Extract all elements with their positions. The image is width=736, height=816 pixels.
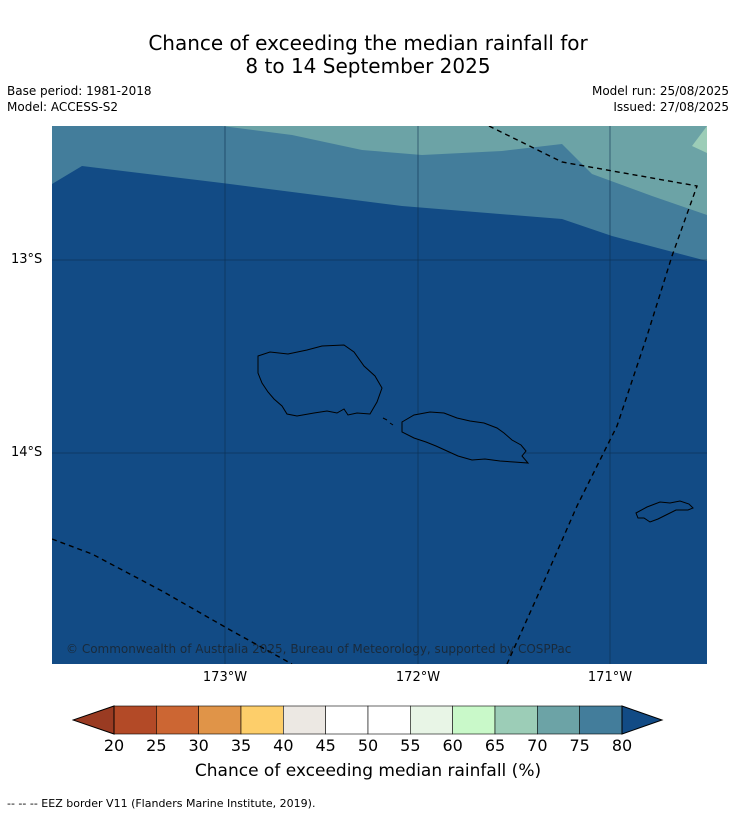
lat-label-13s: 13°S: [11, 252, 43, 267]
colorbar-tick-label: 50: [357, 736, 379, 755]
colorbar-tick-label: 40: [273, 736, 294, 755]
colorbar-cell: [579, 705, 623, 735]
colorbar-cell: [537, 705, 580, 735]
island-savaii: [257, 344, 383, 417]
lon-label-173w: 173°W: [202, 670, 248, 685]
colorbar-cell: [240, 705, 284, 735]
band-70-75: [52, 126, 707, 215]
lon-label-172w: 172°W: [395, 670, 441, 685]
colorbar-tick-label: 65: [484, 736, 506, 755]
colorbar-under-arrow: [72, 705, 115, 735]
colorbar-cell: [452, 705, 496, 735]
colorbar-tick-label: 70: [527, 736, 548, 755]
issued-date: Issued: 27/08/2025: [613, 100, 729, 114]
eez-border: [52, 126, 698, 664]
copyright-notice: © Commonwealth of Australia 2025, Bureau…: [66, 642, 572, 656]
rainfall-map: [52, 126, 707, 664]
colorbar: [72, 705, 664, 735]
colorbar-cell: [494, 705, 538, 735]
colorbar-tick-label: 55: [400, 736, 421, 755]
colorbar-cell: [367, 705, 411, 735]
map-title-line-2: 8 to 14 September 2025: [245, 54, 491, 78]
colorbar-cell: [283, 705, 326, 735]
island-manono: [382, 417, 394, 426]
colorbar-cell: [325, 705, 369, 735]
colorbar-tick-label: 30: [188, 736, 209, 755]
colorbar-label: Chance of exceeding median rainfall (%): [194, 761, 542, 781]
lon-label-171w: 171°W: [587, 670, 633, 685]
colorbar-tick-label: 80: [611, 736, 633, 755]
island-upolu: [401, 411, 530, 464]
eez-legend-note: -- -- -- EEZ border V11 (Flanders Marine…: [7, 797, 316, 810]
base-period: Base period: 1981-2018: [7, 84, 152, 98]
band-75-80: [52, 126, 707, 261]
model-name: Model: ACCESS-S2: [7, 100, 119, 114]
colorbar-tick-label: 60: [442, 736, 463, 755]
band-65-70: [692, 126, 707, 153]
island-tutuila: [635, 500, 694, 523]
lat-label-14s: 14°S: [11, 445, 43, 460]
colorbar-cell: [410, 705, 453, 735]
colorbar-cell: [156, 705, 199, 735]
model-run-date: Model run: 25/08/2025: [591, 84, 729, 98]
colorbar-tick-label: 20: [103, 736, 125, 755]
colorbar-cell: [198, 705, 242, 735]
colorbar-tick-label: 45: [315, 736, 336, 755]
colorbar-cell: [113, 705, 157, 735]
colorbar-over-arrow: [621, 705, 664, 735]
map-title-line-1: Chance of exceeding the median rainfall …: [148, 31, 588, 55]
graticule: [52, 126, 707, 664]
colorbar-tick-label: 35: [230, 736, 252, 755]
colorbar-tick-label: 75: [569, 736, 590, 755]
colorbar-tick-label: 25: [146, 736, 167, 755]
